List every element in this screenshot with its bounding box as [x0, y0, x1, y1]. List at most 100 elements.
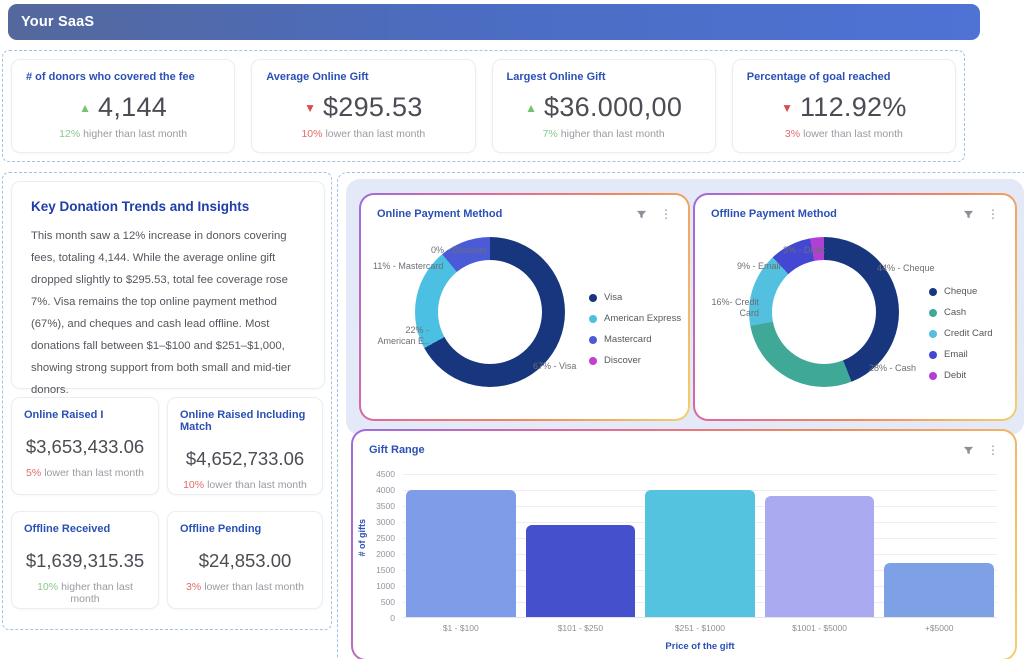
stat-trend: 3% lower than last month — [186, 581, 304, 593]
kpi-value: $36.000,00 — [544, 92, 683, 122]
filter-icon[interactable] — [636, 209, 647, 220]
callout-mastercard: 11% - Mastercard — [373, 261, 444, 271]
kpi-title: Average Online Gift — [266, 71, 369, 83]
bar-1001-5000 — [764, 496, 875, 617]
y-tick: 500 — [380, 597, 395, 607]
callout-amex: 22% - American E.. — [377, 325, 429, 347]
kpi-title: Largest Online Gift — [506, 71, 606, 83]
kpi-card-largest-gift: Largest Online Gift ▲ $36.000,00 7% highe… — [491, 59, 716, 153]
x-axis-ticks: $1 - $100 $101 - $250 $251 - $1000 $1001… — [403, 623, 997, 633]
offline-donut-chart — [749, 237, 899, 387]
stat-card-online-raised-match: Online Raised Including Match $4,652,733… — [167, 397, 323, 495]
kpi-value: 112.92% — [799, 92, 907, 122]
stat-grid: Online Raised I $3,653,433.06 5% lower th… — [11, 397, 323, 609]
legend-item[interactable]: Mastercard — [589, 329, 681, 350]
charts-section: Online Payment Method ⋮ 0% - Discover 11… — [337, 172, 1024, 659]
y-axis-label: # of gifts — [357, 519, 367, 557]
legend-item[interactable]: Cheque — [929, 281, 993, 302]
insights-card: Key Donation Trends and Insights This mo… — [11, 181, 325, 396]
callout-discover: 0% - Discover — [431, 245, 488, 255]
stat-card-offline-received: Offline Received $1,639,315.35 10% higher… — [11, 511, 159, 609]
kpi-card-average-gift: Average Online Gift ▼ $295.53 10% lower t… — [251, 59, 476, 153]
kpi-value: $295.53 — [322, 92, 423, 122]
legend-item[interactable]: Discover — [589, 350, 681, 371]
y-tick: 3500 — [376, 501, 395, 511]
y-axis-ticks: 4500 4000 3500 3000 2500 2000 1500 1000 500 0 — [369, 468, 395, 624]
y-tick: 1500 — [376, 565, 395, 575]
app-header: Your SaaS — [8, 4, 980, 40]
bar-5000-plus — [884, 562, 994, 617]
stat-value: $1,639,315.35 — [25, 550, 145, 571]
stat-trend: 5% lower than last month — [26, 467, 144, 479]
kebab-menu-icon[interactable]: ⋮ — [660, 207, 672, 221]
offline-payment-card: Offline Payment Method ⋮ 3% - Debit 9% -… — [693, 193, 1017, 421]
app-title: Your SaaS — [21, 14, 95, 30]
callout-email: 9% - Email — [737, 261, 781, 271]
trend-down-icon: ▼ — [304, 100, 316, 115]
bar-chart-plot — [403, 474, 997, 618]
trend-up-icon: ▲ — [525, 100, 537, 115]
x-tick: $251 - $1000 — [674, 623, 726, 633]
stat-card-online-raised: Online Raised I $3,653,433.06 5% lower th… — [11, 397, 159, 495]
kpi-card-donors: # of donors who covered the fee ▲ 4,144 … — [11, 59, 236, 153]
callout-credit-card: 16%- Credit Card — [711, 297, 759, 319]
legend-item[interactable]: Debit — [929, 365, 993, 386]
stat-value: $4,652,733.06 — [185, 448, 305, 469]
legend-item[interactable]: American Express — [589, 308, 681, 329]
chart-title: Online Payment Method — [377, 208, 503, 220]
bar-1-100 — [406, 489, 516, 617]
legend-item[interactable]: Cash — [929, 302, 993, 323]
chart-title: Offline Payment Method — [711, 208, 837, 220]
insights-heading: Key Donation Trends and Insights — [31, 199, 250, 214]
kebab-menu-icon[interactable]: ⋮ — [987, 207, 999, 221]
online-donut-chart — [415, 237, 565, 387]
filter-icon[interactable] — [963, 209, 974, 220]
y-tick: 1000 — [376, 581, 395, 591]
callout-debit: 3% - Debit — [783, 245, 826, 255]
y-tick: 2500 — [376, 533, 395, 543]
stat-trend: 10% lower than last month — [183, 479, 307, 491]
kpi-trend: 3% lower than last month — [784, 128, 903, 140]
y-tick: 4000 — [376, 485, 395, 495]
y-tick: 4500 — [376, 469, 395, 479]
kpi-title: Percentage of goal reached — [746, 71, 891, 83]
y-tick: 0 — [390, 613, 395, 623]
kpi-trend: 10% lower than last month — [301, 128, 426, 140]
y-tick: 3000 — [376, 517, 395, 527]
legend-item[interactable]: Email — [929, 344, 993, 365]
kpi-trend: 12% higher than last month — [59, 128, 188, 140]
bar-251-1000 — [645, 489, 755, 617]
kebab-menu-icon[interactable]: ⋮ — [987, 443, 999, 457]
stat-value: $24,853.00 — [198, 550, 292, 571]
callout-cash: 28% - Cash — [869, 363, 917, 373]
online-payment-card: Online Payment Method ⋮ 0% - Discover 11… — [359, 193, 690, 421]
callout-cheque: 44% - Cheque — [877, 263, 935, 273]
stat-value: $3,653,433.06 — [25, 436, 145, 457]
trend-down-icon: ▼ — [781, 100, 793, 115]
x-tick: $1 - $100 — [442, 623, 479, 633]
x-axis-label: Price of the gift — [665, 641, 735, 652]
filter-icon[interactable] — [963, 445, 974, 456]
callout-visa: 67% - Visa — [533, 361, 577, 371]
x-tick: $1001 - $5000 — [792, 623, 847, 633]
kpi-trend: 7% higher than last month — [542, 128, 665, 140]
x-tick: +$5000 — [924, 623, 954, 633]
kpi-card-goal-percentage: Percentage of goal reached ▼ 112.92% 3% l… — [731, 59, 956, 153]
trend-up-icon: ▲ — [79, 100, 92, 115]
kpi-value: 4,144 — [98, 92, 168, 122]
x-tick: $101 - $250 — [557, 623, 604, 633]
kpi-title: # of donors who covered the fee — [26, 71, 195, 83]
kpi-section: # of donors who covered the fee ▲ 4,144 … — [2, 50, 965, 162]
offline-legend: Cheque Cash Credit Card Email Debit — [929, 281, 993, 386]
chart-title: Gift Range — [369, 444, 425, 456]
stat-card-offline-pending: Offline Pending $24,853.00 3% lower than … — [167, 511, 323, 609]
insights-section: Key Donation Trends and Insights This mo… — [2, 172, 332, 630]
y-tick: 2000 — [376, 549, 395, 559]
stat-trend: 10% higher than last month — [37, 581, 133, 605]
legend-item[interactable]: Visa — [589, 287, 681, 308]
legend-item[interactable]: Credit Card — [929, 323, 993, 344]
insights-body: This month saw a 12% increase in donors … — [31, 230, 291, 397]
bar-101-250 — [525, 524, 636, 617]
online-legend: Visa American Express Mastercard Discove… — [589, 287, 681, 371]
